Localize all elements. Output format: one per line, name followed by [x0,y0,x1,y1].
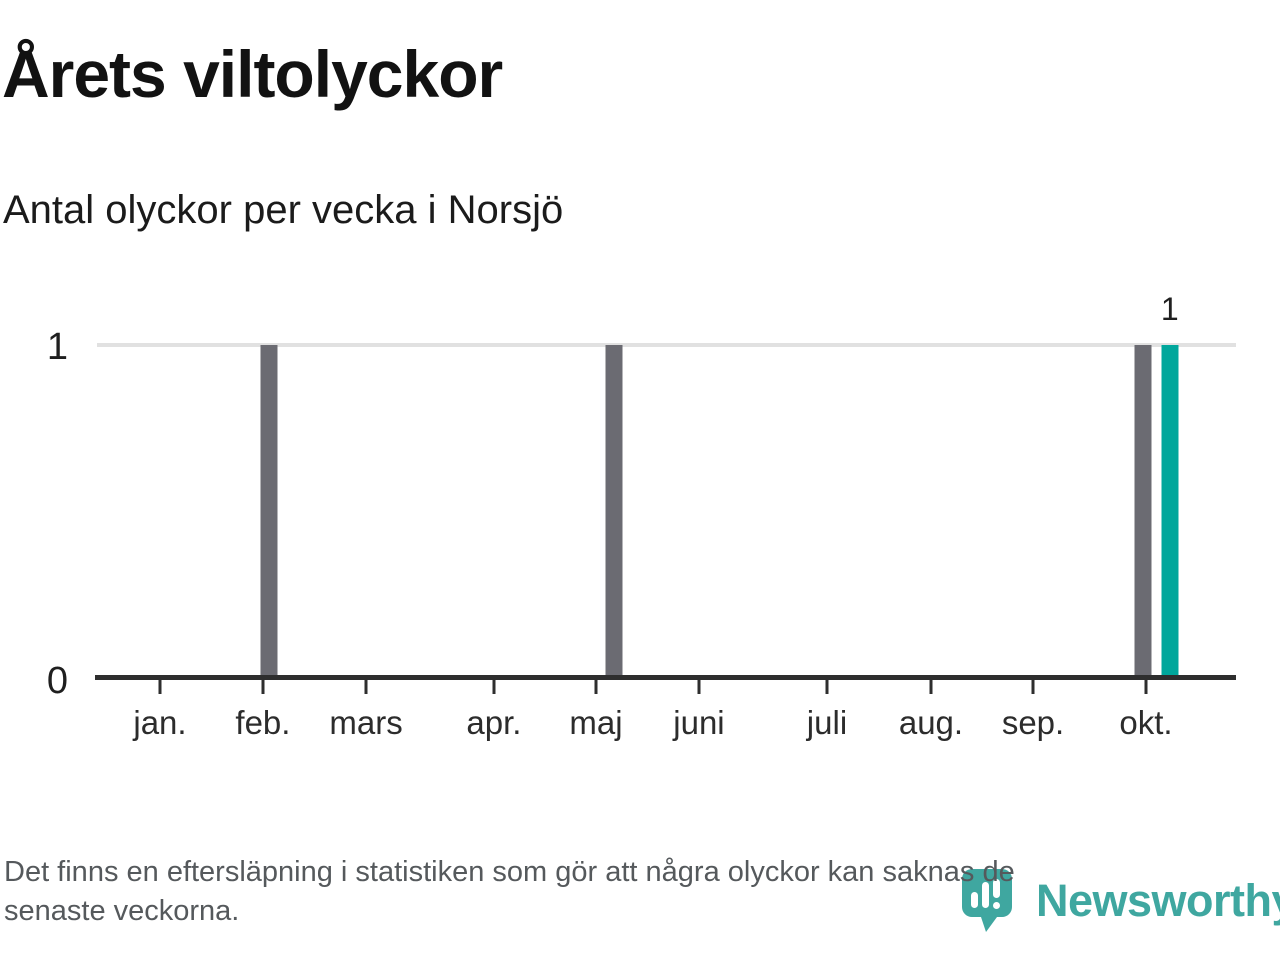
x-axis-month-label: mars [329,704,403,741]
newsworthy-pin-barchart-icon [962,869,1012,933]
x-axis-tick [364,680,368,694]
bar-plot-area: 1 [97,293,1236,675]
bar-week-highlight [1161,345,1179,675]
x-axis-tick [1144,680,1148,694]
x-axis-month-label: maj [569,704,623,741]
newsworthy-logo: Newsworthy [962,869,1280,933]
highlight-value-label: 1 [1160,291,1179,327]
x-axis-month-label: feb. [235,704,291,741]
x-axis-tick [261,680,265,694]
y-gridline-1 [97,343,1236,347]
x-axis-tick [825,680,829,694]
x-axis-line [95,675,1236,680]
chart-subtitle: Antal olyckor per vecka i Norsjö [3,188,564,232]
y-axis-label-0: 0 [46,660,68,702]
footnote: Det finns en eftersläpning i statistiken… [4,853,1015,931]
x-axis-tick [158,680,162,694]
x-axis-tick [1031,680,1035,694]
footnote-line-2: senaste veckorna. [4,895,240,927]
x-axis-tick [594,680,598,694]
x-axis-month-label: juni [673,704,725,741]
x-axis-tick [929,680,933,694]
x-axis-month-label: aug. [898,704,964,741]
x-axis: jan. feb. mars apr. maj juni juli aug. sep. okt. [97,680,1236,760]
newsworthy-wordmark: Newsworthy [1036,875,1280,926]
bar-week [605,345,623,675]
footnote-line-1: Det finns en eftersläpning i statistiken… [4,856,1015,888]
chart-title: Årets viltolyckor [2,37,503,111]
x-axis-month-label: jan. [133,704,187,741]
x-axis-month-label: juli [806,704,848,741]
y-axis-label-1: 1 [46,326,68,368]
x-axis-tick [697,680,701,694]
bar-week [1134,345,1152,675]
x-axis-month-label: okt. [1119,704,1173,741]
bar-week [260,345,278,675]
x-axis-month-label: sep. [1001,704,1065,741]
x-axis-tick [492,680,496,694]
x-axis-month-label: apr. [466,704,522,741]
